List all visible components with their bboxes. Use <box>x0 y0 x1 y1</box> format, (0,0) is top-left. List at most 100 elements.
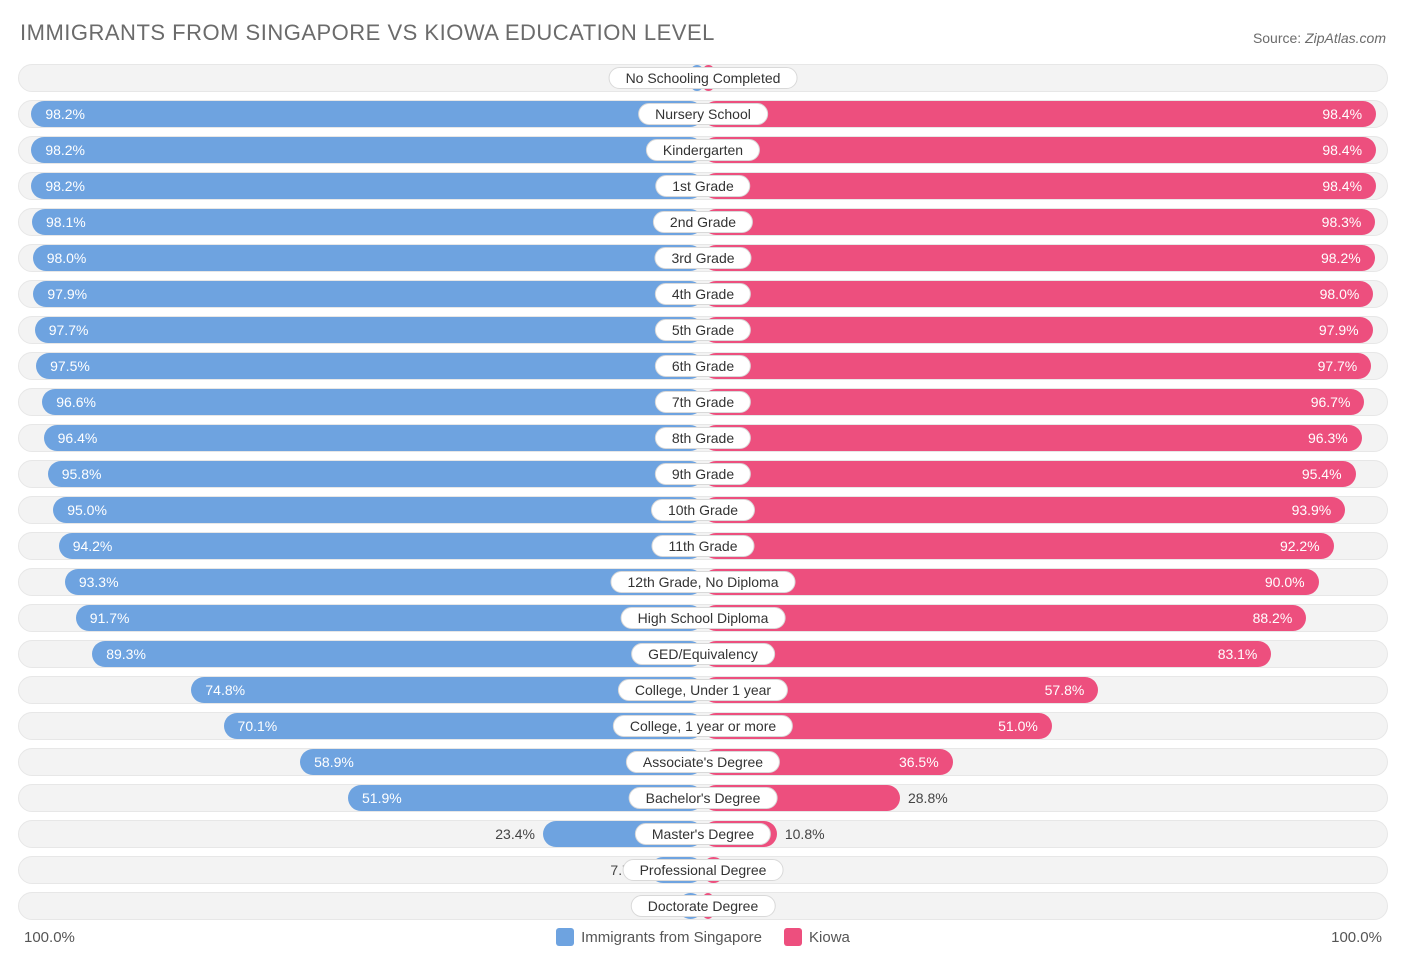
bar-left <box>33 245 703 271</box>
axis-right-max: 100.0% <box>1331 929 1382 946</box>
bar-left <box>32 209 703 235</box>
legend-label-left: Immigrants from Singapore <box>581 929 762 946</box>
category-label: Master's Degree <box>635 823 771 845</box>
value-right: 96.3% <box>1308 431 1348 445</box>
value-left: 96.6% <box>56 395 96 409</box>
bar-left <box>76 605 703 631</box>
legend-swatch-right <box>784 928 802 946</box>
chart-source: Source: ZipAtlas.com <box>1253 30 1386 46</box>
category-label: 1st Grade <box>655 175 750 197</box>
chart-row: 91.7%88.2%High School Diploma <box>18 604 1388 632</box>
bar-left <box>92 641 703 667</box>
value-left: 98.1% <box>46 215 86 229</box>
bar-right <box>703 317 1373 343</box>
bar-right <box>703 425 1362 451</box>
bar-left <box>31 173 703 199</box>
chart-row: 98.1%98.3%2nd Grade <box>18 208 1388 236</box>
diverging-bar-chart: 1.8%1.6%No Schooling Completed 98.2% 98.4%… <box>18 64 1388 920</box>
category-label: Nursery School <box>638 103 768 125</box>
chart-row: 95.0%93.9%10th Grade <box>18 496 1388 524</box>
category-label: Associate's Degree <box>626 751 780 773</box>
category-label: 6th Grade <box>655 355 751 377</box>
chart-row: 98.0%98.2%3rd Grade <box>18 244 1388 272</box>
bar-right <box>703 605 1306 631</box>
chart-row: 98.2%98.4%Nursery School <box>18 100 1388 128</box>
chart-row: 23.4%10.8%Master's Degree <box>18 820 1388 848</box>
chart-row: 93.3%90.0%12th Grade, No Diploma <box>18 568 1388 596</box>
bar-left <box>36 353 703 379</box>
chart-row: 51.9%28.8%Bachelor's Degree <box>18 784 1388 812</box>
value-right: 98.4% <box>1322 107 1362 121</box>
chart-row: 89.3%83.1%GED/Equivalency <box>18 640 1388 668</box>
value-right: 97.9% <box>1319 323 1359 337</box>
value-left: 93.3% <box>79 575 119 589</box>
category-label: 7th Grade <box>655 391 751 413</box>
value-left: 95.8% <box>62 467 102 481</box>
legend-item-left: Immigrants from Singapore <box>556 928 762 946</box>
value-right: 92.2% <box>1280 539 1320 553</box>
value-right: 98.0% <box>1320 287 1360 301</box>
category-label: High School Diploma <box>621 607 786 629</box>
bar-right <box>703 209 1375 235</box>
category-label: 10th Grade <box>651 499 755 521</box>
value-left: 94.2% <box>73 539 113 553</box>
value-left: 23.4% <box>495 827 535 841</box>
category-label: 5th Grade <box>655 319 751 341</box>
chart-row: 74.8% 57.8% College, Under 1 year <box>18 676 1388 704</box>
category-label: Doctorate Degree <box>631 895 776 917</box>
chart-row: 96.6% 96.7% 7th Grade <box>18 388 1388 416</box>
chart-row: 7.7%3.1%Professional Degree <box>18 856 1388 884</box>
bar-left <box>48 461 703 487</box>
bar-right <box>703 101 1376 127</box>
source-label: Source: <box>1253 30 1301 46</box>
value-left: 51.9% <box>362 791 402 805</box>
category-label: 4th Grade <box>655 283 751 305</box>
bar-right <box>703 389 1364 415</box>
bar-left <box>65 569 703 595</box>
chart-title: IMMIGRANTS FROM SINGAPORE VS KIOWA EDUCA… <box>20 20 715 46</box>
bar-right <box>703 641 1271 667</box>
chart-header: IMMIGRANTS FROM SINGAPORE VS KIOWA EDUCA… <box>18 20 1388 46</box>
category-label: Kindergarten <box>646 139 760 161</box>
chart-row: 97.9%98.0%4th Grade <box>18 280 1388 308</box>
value-right: 98.4% <box>1322 179 1362 193</box>
value-left: 96.4% <box>58 431 98 445</box>
category-label: 12th Grade, No Diploma <box>611 571 796 593</box>
value-left: 74.8% <box>205 683 245 697</box>
value-right: 95.4% <box>1302 467 1342 481</box>
category-label: 11th Grade <box>651 535 754 557</box>
category-label: College, Under 1 year <box>618 679 788 701</box>
bar-left <box>42 389 703 415</box>
chart-row: 96.4%96.3%8th Grade <box>18 424 1388 452</box>
value-right: 57.8% <box>1045 683 1085 697</box>
value-right: 83.1% <box>1218 647 1258 661</box>
value-left: 89.3% <box>106 647 146 661</box>
category-label: Bachelor's Degree <box>629 787 778 809</box>
chart-row: 97.7%97.9%5th Grade <box>18 316 1388 344</box>
category-label: College, 1 year or more <box>613 715 793 737</box>
value-right: 36.5% <box>899 755 939 769</box>
value-left: 70.1% <box>238 719 278 733</box>
value-right: 97.7% <box>1318 359 1358 373</box>
chart-row: 1.8%1.6%No Schooling Completed <box>18 64 1388 92</box>
value-right: 51.0% <box>998 719 1038 733</box>
bar-right <box>703 533 1334 559</box>
bar-right <box>703 461 1356 487</box>
category-label: Professional Degree <box>623 859 784 881</box>
value-left: 98.0% <box>47 251 87 265</box>
legend-label-right: Kiowa <box>809 929 850 946</box>
legend-swatch-left <box>556 928 574 946</box>
value-right: 96.7% <box>1311 395 1351 409</box>
source-value: ZipAtlas.com <box>1305 30 1386 46</box>
axis-left-max: 100.0% <box>24 929 75 946</box>
bar-left <box>44 425 703 451</box>
bar-right <box>703 137 1376 163</box>
value-right: 98.2% <box>1321 251 1361 265</box>
value-right: 98.4% <box>1322 143 1362 157</box>
chart-row: 94.2% 92.2% 11th Grade <box>18 532 1388 560</box>
bar-right <box>703 353 1371 379</box>
value-left: 97.5% <box>50 359 90 373</box>
value-left: 95.0% <box>67 503 107 517</box>
legend-row: 100.0% Immigrants from Singapore Kiowa 1… <box>18 928 1388 946</box>
chart-row: 98.2%98.4%Kindergarten <box>18 136 1388 164</box>
